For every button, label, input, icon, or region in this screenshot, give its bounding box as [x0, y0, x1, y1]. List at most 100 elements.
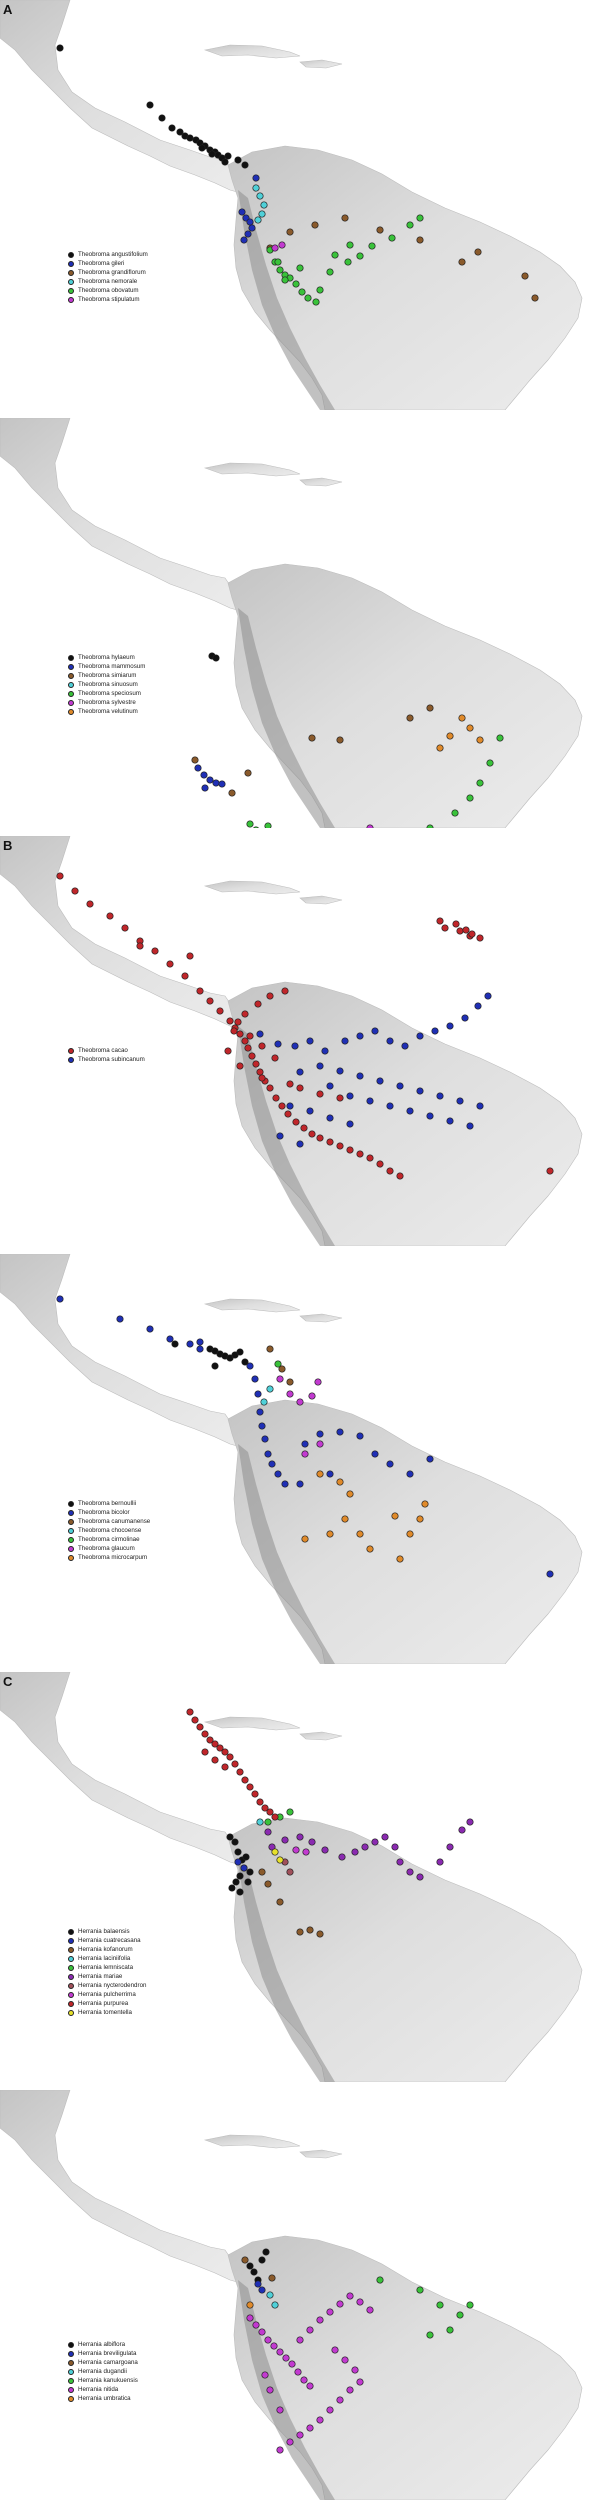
- legend-marker: [68, 1509, 74, 1516]
- occurrence-point: [296, 1140, 304, 1148]
- occurrence-point: [236, 1768, 244, 1776]
- legend-label: Herrania pulcherrima: [78, 1991, 136, 1998]
- occurrence-point: [136, 942, 144, 950]
- occurrence-point: [336, 1478, 344, 1486]
- landmass-central-america: [0, 0, 247, 194]
- occurrence-point: [456, 927, 464, 935]
- occurrence-point: [236, 1888, 244, 1896]
- legend-marker: [68, 1946, 74, 1953]
- legend-label: Herrania dugandii: [78, 2368, 127, 2375]
- legend-item: Herrania mariae: [68, 1972, 146, 1981]
- occurrence-point: [344, 258, 352, 266]
- occurrence-point: [200, 771, 208, 779]
- occurrence-point: [304, 294, 312, 302]
- andes-relief: [238, 2280, 335, 2500]
- occurrence-point: [316, 2316, 324, 2324]
- occurrence-point: [256, 1408, 264, 1416]
- occurrence-point: [436, 1858, 444, 1866]
- legend-marker: [68, 1937, 74, 1944]
- occurrence-point: [281, 276, 289, 284]
- landmass-island: [299, 59, 343, 69]
- occurrence-point: [300, 1124, 308, 1132]
- distribution-map: [0, 418, 583, 828]
- occurrence-point: [240, 236, 248, 244]
- legend-label: Theobroma speciosum: [78, 690, 141, 697]
- occurrence-point: [426, 824, 434, 828]
- occurrence-point: [316, 1090, 324, 1098]
- occurrence-point: [301, 1450, 309, 1458]
- legend-item: Theobroma cirmolinae: [68, 1535, 150, 1544]
- legend-label: Theobroma obovatum: [78, 287, 139, 294]
- occurrence-layer: [56, 44, 539, 306]
- occurrence-point: [261, 1435, 269, 1443]
- occurrence-point: [416, 1515, 424, 1523]
- occurrence-point: [206, 1736, 214, 1744]
- occurrence-point: [521, 272, 529, 280]
- occurrence-point: [356, 2298, 364, 2306]
- legend-item: Herrania purpurea: [68, 1999, 146, 2008]
- occurrence-point: [468, 930, 476, 938]
- occurrence-point: [196, 1345, 204, 1353]
- occurrence-point: [226, 1753, 234, 1761]
- occurrence-point: [171, 1340, 179, 1348]
- panel-letter: C: [3, 1674, 13, 1689]
- legend-item: Theobroma microcarpum: [68, 1553, 150, 1562]
- occurrence-point: [286, 1390, 294, 1398]
- occurrence-point: [241, 2256, 249, 2264]
- occurrence-point: [326, 1530, 334, 1538]
- occurrence-point: [446, 2326, 454, 2334]
- landmass-south-america: [227, 981, 583, 1246]
- occurrence-point: [248, 1052, 256, 1060]
- legend-label: Theobroma bicolor: [78, 1509, 130, 1516]
- occurrence-point: [298, 288, 306, 296]
- panel-letter: B: [3, 838, 13, 853]
- occurrence-point: [221, 158, 229, 166]
- legend-marker: [68, 2377, 74, 2384]
- occurrence-point: [356, 2378, 364, 2386]
- occurrence-point: [366, 1097, 374, 1105]
- occurrence-point: [356, 1032, 364, 1040]
- legend-marker: [68, 1047, 74, 1054]
- legend-marker: [68, 1536, 74, 1543]
- occurrence-point: [356, 1432, 364, 1440]
- occurrence-point: [258, 2256, 266, 2264]
- occurrence-point: [484, 992, 492, 1000]
- legend-marker: [68, 296, 74, 303]
- occurrence-point: [196, 1723, 204, 1731]
- occurrence-point: [218, 780, 226, 788]
- occurrence-point: [266, 1385, 274, 1393]
- occurrence-point: [271, 1813, 279, 1821]
- occurrence-point: [151, 947, 159, 955]
- legend-item: Theobroma grandiflorum: [68, 268, 148, 277]
- occurrence-point: [276, 2406, 284, 2414]
- occurrence-point: [238, 208, 246, 216]
- landmass-south-america: [227, 1817, 583, 2082]
- occurrence-point: [264, 1450, 272, 1458]
- occurrence-point: [244, 769, 252, 777]
- legend-label: Theobroma subincanum: [78, 1056, 145, 1063]
- occurrence-point: [221, 1748, 229, 1756]
- occurrence-point: [258, 1042, 266, 1050]
- legend-item: Herrania balaensis: [68, 1927, 146, 1936]
- occurrence-point: [236, 1348, 244, 1356]
- occurrence-point: [230, 1027, 238, 1035]
- occurrence-point: [244, 1044, 252, 1052]
- occurrence-point: [296, 1833, 304, 1841]
- occurrence-point: [416, 214, 424, 222]
- occurrence-point: [276, 2446, 284, 2454]
- legend-item: Herrania lemniscata: [68, 1963, 146, 1972]
- occurrence-point: [376, 226, 384, 234]
- legend-item: Theobroma speciosum: [68, 689, 145, 698]
- occurrence-point: [158, 114, 166, 122]
- occurrence-point: [396, 1555, 404, 1563]
- panel-letter: A: [3, 2, 13, 17]
- legend-marker: [68, 2368, 74, 2375]
- legend-label: Herrania nitida: [78, 2386, 119, 2393]
- occurrence-point: [286, 1378, 294, 1386]
- occurrence-point: [376, 2276, 384, 2284]
- occurrence-point: [326, 268, 334, 276]
- occurrence-point: [286, 1102, 294, 1110]
- occurrence-point: [196, 987, 204, 995]
- occurrence-point: [146, 1325, 154, 1333]
- legend-item: Theobroma velutinum: [68, 707, 145, 716]
